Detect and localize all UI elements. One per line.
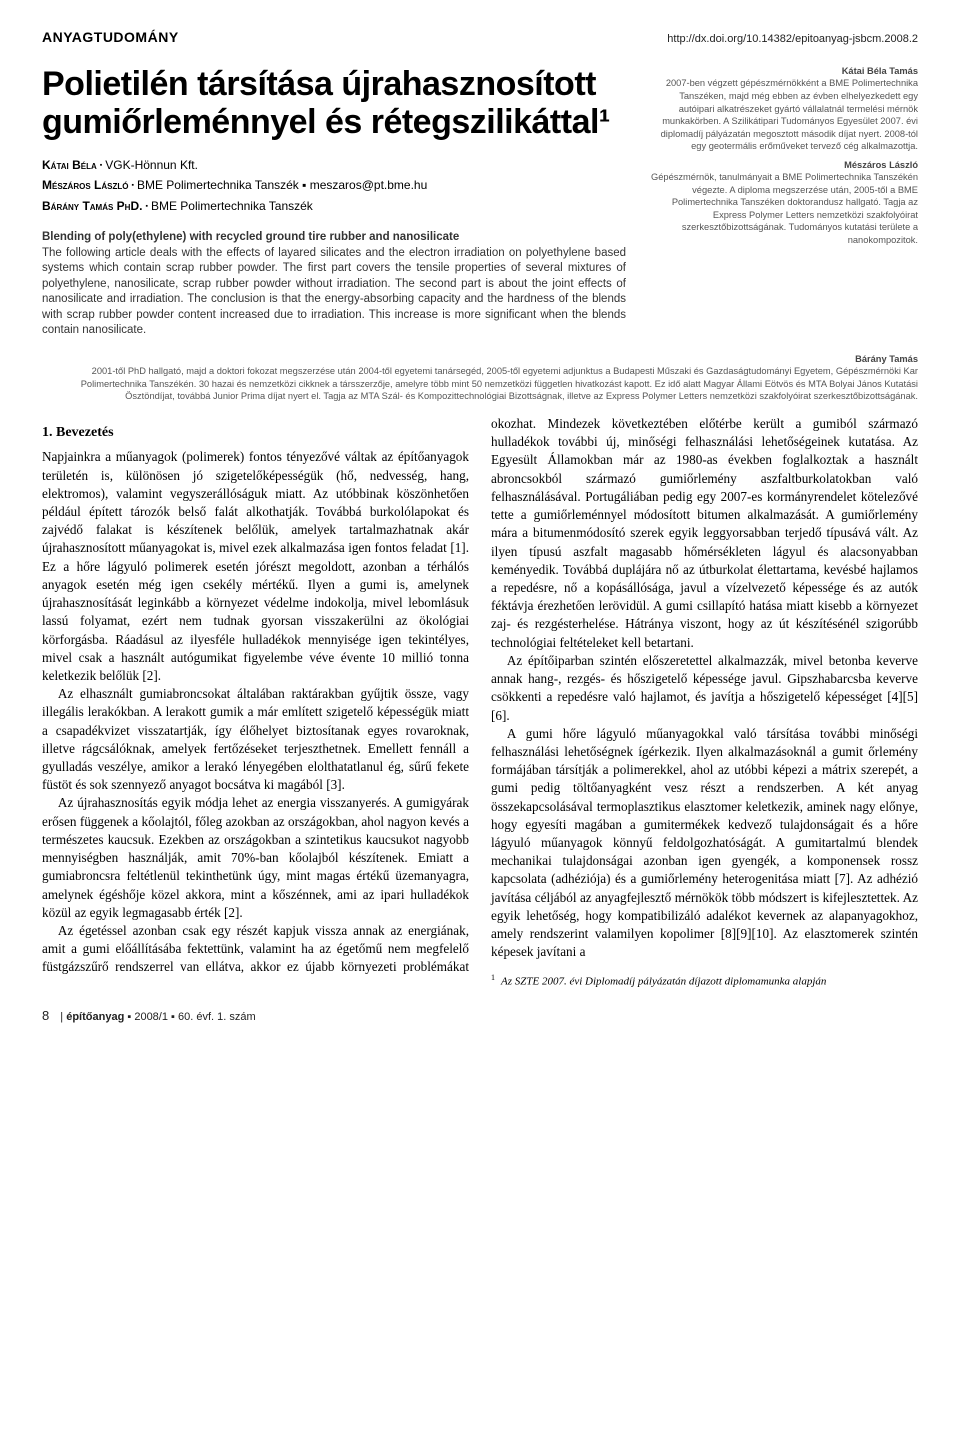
author-1-aff: VGK-Hönnun Kft. bbox=[105, 158, 198, 172]
bio-3-text: 2001-től PhD hallgató, majd a doktori fo… bbox=[81, 366, 918, 401]
bio-2-text: Gépészmérnök, tanulmányait a BME Polimer… bbox=[651, 172, 918, 245]
bio-3-name: Bárány Tamás bbox=[855, 354, 918, 364]
footnote-text: Az SZTE 2007. évi Diplomadíj pályázatán … bbox=[501, 975, 826, 987]
title-block: Polietilén társítása újrahasznosított gu… bbox=[42, 65, 918, 339]
author-1: Kátai Béla▪VGK-Hönnun Kft. bbox=[42, 155, 626, 175]
section-label: ANYAGTUDOMÁNY bbox=[42, 28, 179, 47]
footnote: 1Az SZTE 2007. évi Diplomadíj pályázatán… bbox=[491, 972, 918, 990]
title-left: Polietilén társítása újrahasznosított gu… bbox=[42, 65, 626, 339]
paragraph-2: Az elhasznált gumiabroncsokat általában … bbox=[42, 685, 469, 794]
separator-icon: ▪ bbox=[128, 182, 136, 189]
author-2-name: Mészáros László bbox=[42, 178, 128, 192]
bio-3: Bárány Tamás 2001-től PhD hallgató, majd… bbox=[42, 353, 918, 403]
paragraph-3: Az újrahasznosítás egyik módja lehet az … bbox=[42, 794, 469, 922]
abstract-title: Blending of poly(ethylene) with recycled… bbox=[42, 231, 459, 243]
paragraph-5: Az építőiparban szintén előszeretettel a… bbox=[491, 652, 918, 725]
author-3-name: Bárány Tamás PhD. bbox=[42, 199, 142, 213]
bio-2-name: Mészáros László bbox=[648, 159, 918, 172]
article-title: Polietilén társítása újrahasznosított gu… bbox=[42, 65, 626, 141]
page-footer: 8 | építőanyag ▪ 2008/1 ▪ 60. évf. 1. sz… bbox=[42, 1007, 918, 1025]
author-bios: Kátai Béla Tamás 2007-ben végzett gépész… bbox=[648, 65, 918, 339]
page-number: 8 bbox=[42, 1008, 57, 1023]
abstract: Blending of poly(ethylene) with recycled… bbox=[42, 230, 626, 339]
separator-icon: ▪ bbox=[97, 162, 105, 169]
bio-1-text: 2007-ben végzett gépészmérnökként a BME … bbox=[661, 78, 918, 151]
doi-link[interactable]: http://dx.doi.org/10.14382/epitoanyag-js… bbox=[667, 32, 918, 47]
separator-icon: ▪ bbox=[142, 203, 150, 210]
abstract-body: The following article deals with the eff… bbox=[42, 247, 626, 337]
issue-info: 2008/1 ▪ 60. évf. 1. szám bbox=[134, 1011, 255, 1023]
author-2: Mészáros László▪BME Polimertechnika Tans… bbox=[42, 175, 626, 195]
author-2-aff: BME Polimertechnika Tanszék ▪ meszaros@p… bbox=[137, 178, 427, 192]
authors-block: Kátai Béla▪VGK-Hönnun Kft. Mészáros Lász… bbox=[42, 155, 626, 216]
paragraph-1: Napjainkra a műanyagok (polimerek) fonto… bbox=[42, 448, 469, 685]
author-3: Bárány Tamás PhD.▪BME Polimertechnika Ta… bbox=[42, 196, 626, 216]
bio-1-name: Kátai Béla Tamás bbox=[648, 65, 918, 78]
paragraph-6: A gumi hőre lágyuló műanyagokkal való tá… bbox=[491, 725, 918, 962]
section-heading: 1. Bevezetés bbox=[42, 423, 469, 442]
magazine-name: építőanyag bbox=[66, 1011, 124, 1023]
header-row: ANYAGTUDOMÁNY http://dx.doi.org/10.14382… bbox=[42, 28, 918, 47]
body-columns: 1. Bevezetés Napjainkra a műanyagok (pol… bbox=[42, 415, 918, 989]
author-1-name: Kátai Béla bbox=[42, 158, 97, 172]
author-3-aff: BME Polimertechnika Tanszék bbox=[151, 199, 313, 213]
